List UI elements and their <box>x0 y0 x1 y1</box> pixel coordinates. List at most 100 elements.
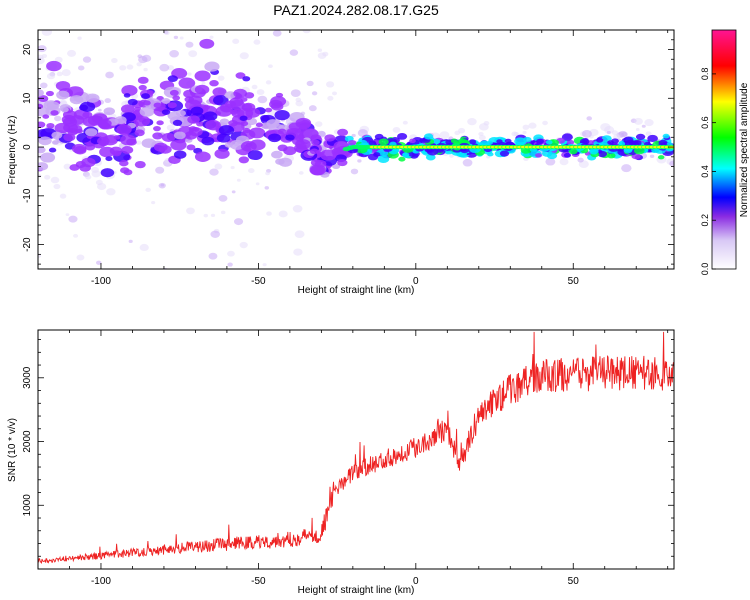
y-tick-label: 2000 <box>22 430 33 453</box>
spectral-blob <box>134 129 145 137</box>
spectral-blob <box>67 49 77 57</box>
spectral-blob <box>237 107 254 119</box>
spectral-blob <box>604 126 615 134</box>
spectral-blob <box>645 131 652 137</box>
spectral-blob <box>141 138 157 149</box>
spectral-blob <box>59 12 65 17</box>
spectral-blob <box>182 16 188 21</box>
spectral-blob <box>51 131 63 139</box>
spectral-blob <box>134 106 142 112</box>
spectral-blob <box>230 165 235 170</box>
x-tick-label: 0 <box>413 576 419 587</box>
snr-series-line <box>38 331 674 565</box>
spectral-blob <box>129 16 137 22</box>
spectral-blob <box>317 48 323 52</box>
spectral-blob <box>293 248 303 256</box>
spectral-blob <box>188 50 198 58</box>
spectral-blob <box>85 93 100 103</box>
spectral-blob <box>227 250 235 257</box>
spectral-blob <box>63 163 72 170</box>
spectral-blob <box>324 134 336 142</box>
spectral-blob <box>121 21 126 25</box>
spectral-blob <box>277 144 288 152</box>
spectral-blob <box>238 156 250 164</box>
spectral-blob <box>499 150 510 157</box>
spectral-blob <box>83 9 93 16</box>
spectral-blob <box>172 95 181 101</box>
spectral-blob <box>152 132 163 140</box>
spectral-blob <box>232 38 240 44</box>
spectral-blob <box>82 56 92 63</box>
spectral-blob <box>272 30 282 37</box>
spectral-blob <box>368 140 377 146</box>
spectral-blob <box>139 106 155 117</box>
spectral-blob <box>264 186 270 190</box>
spectral-blob <box>522 130 527 135</box>
spectral-blob <box>231 190 236 194</box>
spectral-blob <box>161 98 171 104</box>
spectral-blob <box>79 101 96 112</box>
spectral-blob <box>201 136 215 146</box>
spectral-blob <box>202 104 211 110</box>
spectral-blob <box>214 163 223 170</box>
spectral-blob <box>204 61 220 72</box>
snr-x-axis: -100 -50 0 50 <box>37 330 669 587</box>
spectral-blob <box>39 82 48 89</box>
y-tick-label: 1000 <box>22 494 33 517</box>
spectral-blob <box>260 114 270 122</box>
spectral-blob <box>121 146 134 154</box>
spectral-blob <box>209 168 219 176</box>
spectral-blob <box>468 139 477 145</box>
spectral-blob <box>257 95 268 104</box>
spectral-blob <box>504 138 512 144</box>
spectral-blob <box>644 119 654 127</box>
spectral-blob <box>138 84 147 91</box>
spectral-blob <box>449 154 454 158</box>
spectral-blob <box>173 131 186 140</box>
spectral-blob <box>568 148 578 155</box>
spectral-blob <box>212 87 227 97</box>
x-tick-label: -50 <box>251 276 266 287</box>
spectral-blob <box>97 136 110 146</box>
spectral-blob <box>85 128 98 137</box>
spectral-blob <box>199 38 215 49</box>
spectral-blob <box>120 134 137 146</box>
spectral-blob <box>337 159 348 167</box>
spectral-blob <box>545 139 553 145</box>
colorbar: 0.0 0.2 0.4 0.6 0.8 Normalized spectral ampl… <box>700 29 750 275</box>
spectral-blob <box>136 62 142 67</box>
spectral-blob <box>271 150 283 159</box>
spectral-blob <box>606 130 611 135</box>
spectrogram-y-axis: -20 -10 0 10 20 <box>22 29 674 265</box>
spectral-blob <box>244 18 253 25</box>
spectral-blob <box>111 58 118 64</box>
spectral-blob <box>255 182 260 186</box>
spectral-blob <box>377 155 390 163</box>
spectral-blob <box>514 137 527 146</box>
spectral-blob <box>59 193 67 199</box>
spectral-blob <box>209 35 214 39</box>
spectral-blob <box>268 133 282 143</box>
spectrogram-y-label: Frequency (Hz) <box>7 116 18 185</box>
spectral-blob <box>325 23 332 28</box>
spectral-blob <box>439 131 450 139</box>
spectral-blob <box>635 133 646 140</box>
spectral-blob <box>128 239 133 243</box>
spectral-blob <box>496 139 503 144</box>
spectral-blob <box>224 91 236 99</box>
spectral-blob <box>120 104 135 114</box>
colorbar-tick-label: 0.2 <box>700 214 710 227</box>
spectral-blob <box>635 128 640 131</box>
spectral-blob <box>103 107 115 115</box>
spectral-blob <box>589 148 599 155</box>
spectral-blob <box>658 139 668 146</box>
spectral-blob <box>320 149 337 161</box>
spectral-blob <box>611 138 619 144</box>
spectral-blob <box>596 137 604 143</box>
spectral-blob <box>315 121 323 127</box>
spectral-blob <box>483 121 490 126</box>
spectral-blob <box>586 116 593 121</box>
spectral-blob <box>127 98 138 106</box>
